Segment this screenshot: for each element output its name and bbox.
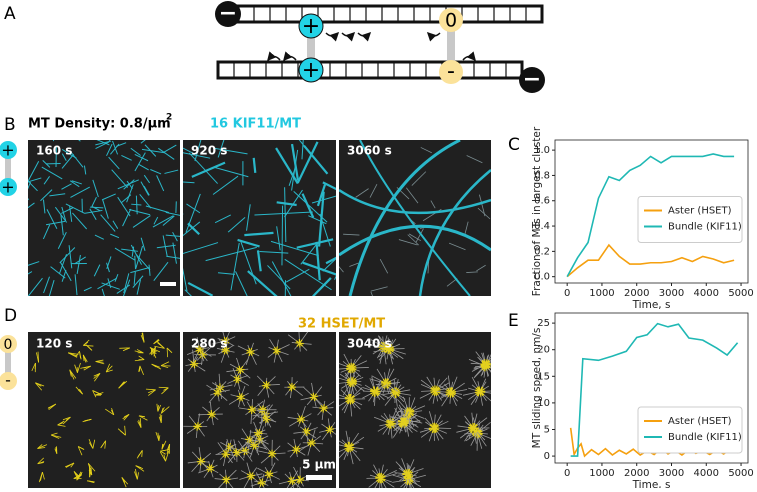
filament <box>254 158 256 173</box>
legend-label: Aster (HSET) <box>668 416 732 427</box>
icon-sign: - <box>5 371 11 390</box>
filament <box>285 280 286 320</box>
y-tick-label: 25 <box>537 318 550 329</box>
x-tick-label: 4000 <box>694 468 719 479</box>
legend-box <box>638 197 742 243</box>
scale-bar <box>306 475 332 480</box>
panel-label: B <box>4 115 16 135</box>
microtubule <box>218 62 522 78</box>
icon-hset: 0 - <box>0 335 17 390</box>
time-label: 160 s <box>36 144 72 158</box>
panel-label: E <box>508 311 519 331</box>
hset-sign: 0 <box>445 10 457 32</box>
filament <box>251 476 252 480</box>
filament <box>373 135 385 140</box>
kif11-sign: + <box>302 58 320 83</box>
y-axis-label: Fraction of MTs in largest cluster <box>531 126 543 296</box>
filament <box>323 408 324 412</box>
icon-sign: + <box>1 141 14 160</box>
filament <box>282 206 283 266</box>
kif11-sign: + <box>302 14 320 39</box>
x-tick-label: 3000 <box>659 468 684 479</box>
panel-label: D <box>4 306 17 326</box>
data-line <box>567 245 734 277</box>
diagram: − − + + 0 - <box>215 1 545 93</box>
x-axis-label: Time, s <box>632 479 671 488</box>
filament <box>468 427 473 428</box>
filament <box>109 134 114 141</box>
x-axis-label: Time, s <box>632 299 671 311</box>
motor-label: 16 KIF11/MT <box>210 117 301 132</box>
minus-sign: − <box>219 1 237 26</box>
hset-sign: - <box>447 59 455 84</box>
y-tick-label: 5 <box>544 424 550 435</box>
icon-kif11: + + <box>0 141 17 197</box>
legend-label: Bundle (KIF11) <box>668 432 742 443</box>
filament <box>142 450 143 457</box>
density-exponent: 2 <box>166 113 172 123</box>
x-tick-label: 5000 <box>728 288 753 299</box>
y-tick-label: 0 <box>544 451 550 462</box>
icon-sign: 0 <box>4 337 13 353</box>
x-tick-label: 3000 <box>659 288 684 299</box>
x-tick-label: 0 <box>564 468 570 479</box>
time-label: 920 s <box>191 144 227 158</box>
filament <box>69 132 80 141</box>
time-label: 120 s <box>36 337 72 351</box>
x-tick-label: 2000 <box>624 468 649 479</box>
time-label: 3060 s <box>347 144 392 158</box>
density-label: MT Density: 0.8/μm <box>28 117 171 132</box>
microtubule <box>238 6 542 22</box>
x-tick-label: 1000 <box>589 468 614 479</box>
filament <box>381 383 386 384</box>
x-tick-label: 0 <box>564 288 570 299</box>
legend-label: Bundle (KIF11) <box>668 222 742 233</box>
minus-sign: − <box>523 67 541 92</box>
scale-bar <box>160 282 176 286</box>
legend-label: Aster (HSET) <box>668 206 732 217</box>
y-axis-label: MT sliding speed, nm/s <box>531 328 543 449</box>
micrograph <box>28 332 180 488</box>
filament <box>212 414 213 418</box>
time-label: 280 s <box>191 337 227 351</box>
panel-label: A <box>4 4 16 24</box>
x-tick-label: 2000 <box>624 288 649 299</box>
time-label: 3040 s <box>347 337 392 351</box>
x-tick-label: 1000 <box>589 288 614 299</box>
motor-label: 32 HSET/MT <box>298 317 385 332</box>
icon-sign: + <box>1 178 14 197</box>
filament <box>22 199 29 205</box>
x-tick-label: 5000 <box>728 468 753 479</box>
filament <box>403 422 408 423</box>
arrows <box>268 33 475 60</box>
legend-box <box>638 407 742 453</box>
filament <box>254 432 258 433</box>
scale-bar-label: 5 μm <box>302 458 336 472</box>
x-tick-label: 4000 <box>694 288 719 299</box>
panel-label: C <box>508 135 520 155</box>
